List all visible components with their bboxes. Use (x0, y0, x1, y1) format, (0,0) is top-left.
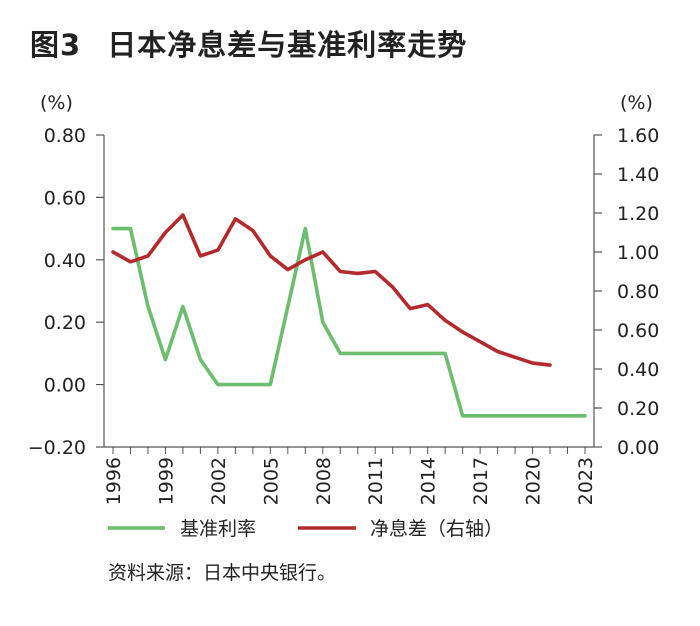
right-axis-tick-label: 0.20 (617, 398, 659, 420)
figure-label: 图3 (30, 28, 82, 62)
left-axis-tick-label: −0.20 (28, 437, 86, 459)
right-axis-tick-label: 1.60 (617, 125, 659, 147)
x-axis-tick-label: 1999 (155, 457, 177, 505)
x-axis-tick-label: 2023 (575, 457, 597, 505)
right-axis-tick-label: 0.60 (617, 320, 659, 342)
chart-title: 图3 日本净息差与基准利率走势 (30, 22, 467, 64)
right-axis-tick-label: 0.00 (617, 437, 659, 459)
title-text: 日本净息差与基准利率走势 (107, 28, 468, 62)
left-axis-tick-label: 0.60 (44, 187, 86, 209)
x-axis-tick-label: 2020 (523, 457, 545, 505)
right-axis-tick-label: 1.20 (617, 203, 659, 225)
legend-label-nim: 净息差（右轴） (370, 518, 503, 540)
source-note: 资料来源：日本中央银行。 (108, 562, 337, 584)
right-axis-tick-label: 1.00 (617, 242, 659, 264)
left-axis-unit: (%) (40, 92, 73, 114)
right-axis-tick-label: 0.40 (617, 359, 659, 381)
x-axis-tick-label: 2011 (365, 457, 387, 505)
x-axis-tick-label: 1996 (103, 457, 125, 505)
right-axis-tick-label: 1.40 (617, 164, 659, 186)
right-axis-unit: (%) (620, 92, 653, 114)
left-axis-tick-label: 0.00 (44, 375, 86, 397)
x-axis-tick-label: 2017 (470, 457, 492, 505)
x-axis-tick-label: 2005 (260, 457, 282, 505)
series-line-nim (111, 213, 552, 367)
x-axis-tick-label: 2002 (208, 457, 230, 505)
x-axis-tick-label: 2008 (313, 457, 335, 505)
x-axis-tick-label: 2014 (418, 457, 440, 505)
right-axis-tick-label: 0.80 (617, 281, 659, 303)
left-axis-tick-label: 0.80 (44, 125, 86, 147)
left-axis-tick-label: 0.40 (44, 250, 86, 272)
series-line-policy-rate (111, 226, 587, 418)
legend-label-policy-rate: 基准利率 (180, 518, 256, 540)
left-axis-tick-label: 0.20 (44, 312, 86, 334)
